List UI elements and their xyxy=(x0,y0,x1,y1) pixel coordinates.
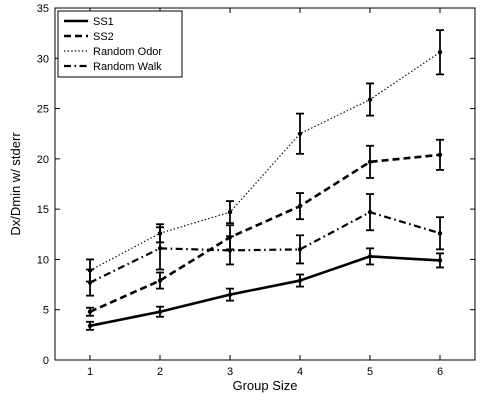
x-tick-label: 3 xyxy=(227,366,233,378)
legend: SS1 SS2 Random Odor Random Walk xyxy=(57,10,183,78)
legend-item: Random Walk xyxy=(64,61,162,73)
legend-label: Random Walk xyxy=(93,61,162,73)
series-ss1 xyxy=(86,247,444,331)
y-axis-label: Dx/Dmin w/ stderr xyxy=(8,132,23,236)
data-point xyxy=(297,203,303,209)
data-point xyxy=(367,97,373,102)
legend-item: Random Odor xyxy=(64,46,162,58)
x-tick-label: 2 xyxy=(157,366,163,378)
legend-item: SS2 xyxy=(64,31,114,43)
y-tick-label: 5 xyxy=(43,305,49,317)
series-line-ss2 xyxy=(89,153,441,313)
y-tick-label: 0 xyxy=(43,355,49,367)
legend-label: SS2 xyxy=(93,31,114,43)
series-random-odor xyxy=(86,29,444,283)
y-tick-label: 35 xyxy=(37,3,49,15)
y-tick-label: 15 xyxy=(37,204,49,216)
y-tick-label: 30 xyxy=(37,53,49,65)
data-point xyxy=(437,152,443,158)
data-point xyxy=(297,247,303,252)
data-point xyxy=(437,231,443,236)
legend-label: Random Odor xyxy=(93,46,162,58)
series-random-walk xyxy=(86,193,444,297)
data-point xyxy=(87,323,93,329)
x-axis-label: Group Size xyxy=(232,378,297,393)
plot-area-frame xyxy=(54,7,476,361)
data-point xyxy=(297,278,303,283)
data-point xyxy=(437,50,443,55)
legend-item: SS1 xyxy=(64,16,114,28)
series-line-random-odor xyxy=(89,51,441,272)
data-point xyxy=(87,280,93,285)
axes: 1 2 3 4 5 6 0 5 10 15 20 25 30 35 xyxy=(37,3,475,378)
series-layer xyxy=(86,29,444,331)
data-point xyxy=(157,246,163,251)
x-tick-label: 6 xyxy=(437,366,443,378)
x-tick-label: 4 xyxy=(297,366,303,378)
x-tick-label: 5 xyxy=(367,366,373,378)
data-point xyxy=(227,292,233,297)
data-point xyxy=(437,258,443,263)
data-point xyxy=(157,309,163,314)
legend-label: SS1 xyxy=(93,16,114,28)
data-point xyxy=(157,278,163,283)
data-point xyxy=(367,254,373,259)
data-point xyxy=(227,209,233,215)
data-point xyxy=(227,248,233,253)
series-ss2 xyxy=(86,138,444,317)
y-tick-label: 25 xyxy=(37,104,49,116)
data-point xyxy=(297,131,303,136)
x-tick-label: 1 xyxy=(87,366,93,378)
series-line-ss1 xyxy=(89,255,441,328)
y-tick-label: 10 xyxy=(37,254,49,266)
y-tick-label: 20 xyxy=(37,154,49,166)
data-point xyxy=(367,209,373,215)
data-point xyxy=(87,309,93,314)
data-point xyxy=(367,159,373,165)
series-line-random-walk xyxy=(89,211,441,284)
